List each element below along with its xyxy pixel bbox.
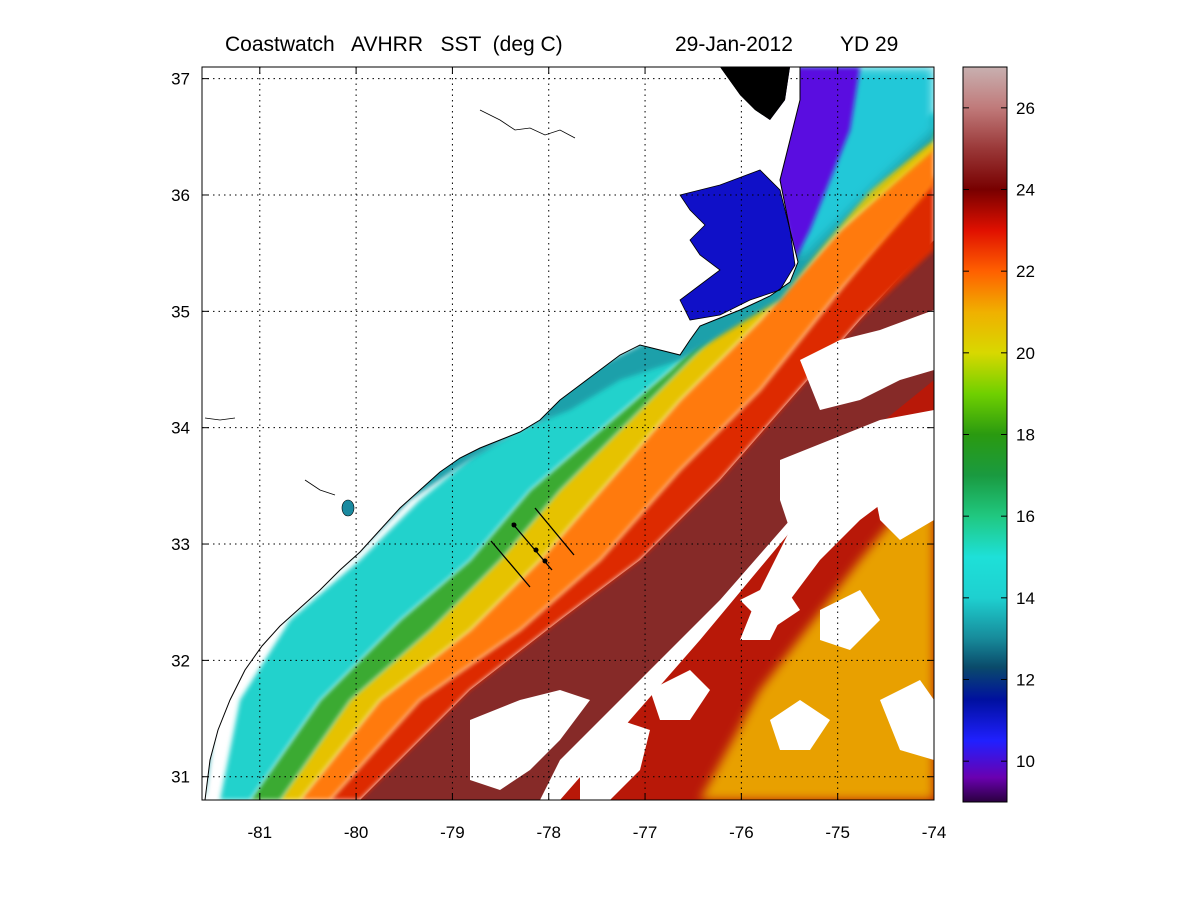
coastline — [204, 67, 801, 800]
colorbar — [962, 66, 1008, 803]
track-line-1 — [490, 540, 531, 588]
colorbar-tick-label: 22 — [1016, 262, 1035, 281]
x-tick-label: -79 — [440, 823, 465, 842]
sst-shelf-green — [250, 125, 934, 800]
sst-map — [202, 67, 934, 800]
colorbar-tick-label: 14 — [1016, 589, 1035, 608]
cloud-mask — [470, 310, 934, 800]
figure-title: Coastwatch AVHRR SST (deg C) — [225, 33, 563, 56]
colorbar-tick-label: 12 — [1016, 671, 1035, 690]
chesapeake-water — [720, 67, 790, 120]
inland-lake-west — [204, 417, 236, 421]
map-frame — [201, 66, 935, 801]
land-mask — [202, 67, 800, 800]
station-1 — [511, 522, 517, 528]
x-tick-label: -80 — [344, 823, 369, 842]
sst-front-red — [330, 175, 934, 800]
sst-front-orange — [300, 145, 934, 800]
inland-river — [479, 109, 576, 139]
x-tick-label: -77 — [633, 823, 658, 842]
y-axis-ticks: 31 32 33 34 35 36 37 — [171, 70, 934, 787]
cloud-patch-2 — [800, 310, 934, 410]
cloud-patch-6 — [650, 670, 710, 720]
y-tick-label: 36 — [171, 186, 190, 205]
figure-date: 29-Jan-2012 — [675, 33, 793, 56]
colorbar-tick-label: 18 — [1016, 426, 1035, 445]
station-2 — [533, 547, 539, 553]
track-line-3 — [534, 507, 575, 556]
x-tick-label: -76 — [729, 823, 754, 842]
sound-shoreline — [679, 169, 796, 321]
colorbar-tick-label: 16 — [1016, 507, 1035, 526]
y-tick-label: 31 — [171, 768, 190, 787]
inland-lake-marion — [304, 479, 336, 496]
colorbar-tick-label: 24 — [1016, 181, 1035, 200]
cloud-patch-8 — [820, 590, 880, 650]
colorbar-ticks: 10 12 14 16 18 20 22 24 26 — [963, 99, 1035, 771]
y-tick-label: 33 — [171, 535, 190, 554]
colorbar-tick-label: 26 — [1016, 99, 1035, 118]
sst-offshore-yellow — [700, 470, 934, 800]
y-tick-label: 35 — [171, 302, 190, 321]
colorbar-tick-label: 20 — [1016, 344, 1035, 363]
cloud-patch-9 — [880, 680, 934, 760]
x-axis-ticks: -81 -80 -79 -78 -77 -76 -75 -74 — [248, 67, 947, 842]
sst-gulf-stream-core — [360, 240, 934, 800]
cloud-patch-4 — [470, 690, 590, 790]
y-tick-label: 32 — [171, 651, 190, 670]
cloud-patch-10 — [770, 700, 830, 750]
x-tick-label: -75 — [825, 823, 850, 842]
x-tick-label: -81 — [248, 823, 273, 842]
station-3 — [542, 558, 548, 564]
y-tick-label: 37 — [171, 70, 190, 89]
cloud-patch-7 — [740, 580, 800, 630]
cloud-patch-3 — [870, 440, 934, 540]
map-gridlines — [202, 67, 934, 800]
station-markers — [511, 522, 548, 564]
y-tick-label: 34 — [171, 419, 190, 438]
inland-lake-moultrie — [341, 499, 355, 517]
cloud-patch-5 — [580, 720, 650, 800]
figure-yearday: YD 29 — [840, 33, 898, 56]
colorbar-tick-label: 10 — [1016, 752, 1035, 771]
pamlico-sound-water — [680, 170, 795, 320]
x-tick-label: -74 — [922, 823, 947, 842]
x-tick-label: -78 — [536, 823, 561, 842]
